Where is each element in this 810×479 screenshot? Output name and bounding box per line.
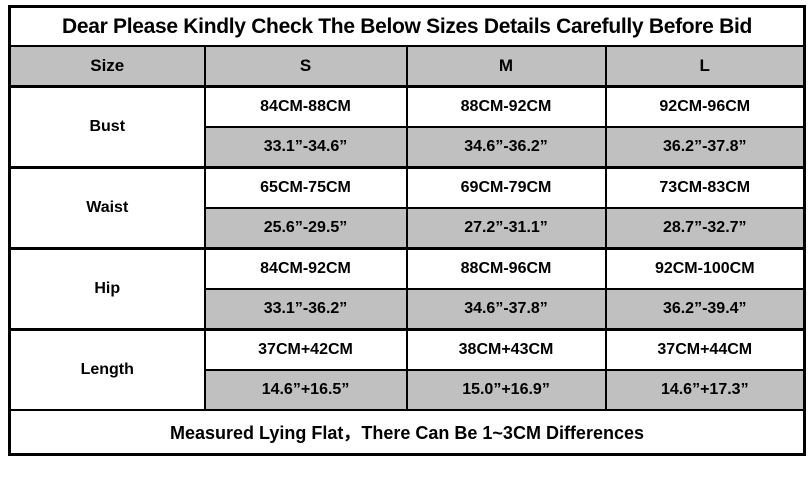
cell-length-cm-s: 37CM+42CM — [203, 328, 408, 371]
cell-hip-inch-l: 36.2”-39.4” — [604, 288, 806, 331]
cell-hip-inch-s: 33.1”-36.2” — [203, 288, 408, 331]
waist-cm-row: Waist 65CM-75CM 69CM-79CM 73CM-83CM — [8, 166, 806, 250]
row-label-bust: Bust — [8, 85, 206, 169]
cell-bust-inch-s: 33.1”-34.6” — [203, 126, 408, 169]
cell-bust-cm-l: 92CM-96CM — [604, 85, 806, 128]
chart-title: Dear Please Kindly Check The Below Sizes… — [8, 5, 806, 47]
cell-hip-cm-s: 84CM-92CM — [203, 247, 408, 290]
column-header-l: L — [604, 45, 806, 88]
cell-length-cm-l: 37CM+44CM — [604, 328, 806, 371]
cell-length-inch-m: 15.0”+16.9” — [405, 369, 607, 411]
cell-waist-cm-m: 69CM-79CM — [405, 166, 607, 209]
column-header-m: M — [405, 45, 607, 88]
cell-bust-cm-m: 88CM-92CM — [405, 85, 607, 128]
cell-waist-inch-l: 28.7”-32.7” — [604, 207, 806, 250]
cell-waist-inch-s: 25.6”-29.5” — [203, 207, 408, 250]
cell-waist-cm-s: 65CM-75CM — [203, 166, 408, 209]
size-chart-container: Dear Please Kindly Check The Below Sizes… — [8, 5, 806, 456]
footer-row: Measured Lying Flat，There Can Be 1~3CM D… — [8, 409, 806, 456]
cell-bust-cm-s: 84CM-88CM — [203, 85, 408, 128]
cell-hip-cm-m: 88CM-96CM — [405, 247, 607, 290]
cell-length-inch-l: 14.6”+17.3” — [604, 369, 806, 411]
column-header-s: S — [203, 45, 408, 88]
hip-cm-row: Hip 84CM-92CM 88CM-96CM 92CM-100CM — [8, 247, 806, 331]
column-header-size: Size — [8, 45, 206, 88]
row-label-waist: Waist — [8, 166, 206, 250]
length-inch-row: 14.6”+16.5” 15.0”+16.9” 14.6”+17.3” — [10, 369, 806, 411]
cell-length-inch-s: 14.6”+16.5” — [203, 369, 408, 411]
cell-bust-inch-m: 34.6”-36.2” — [405, 126, 607, 169]
cell-length-cm-m: 38CM+43CM — [405, 328, 607, 371]
cell-waist-inch-m: 27.2”-31.1” — [405, 207, 607, 250]
cell-bust-inch-l: 36.2”-37.8” — [604, 126, 806, 169]
cell-hip-inch-m: 34.6”-37.8” — [405, 288, 607, 331]
row-label-length: Length — [8, 328, 206, 411]
hip-inch-row: 33.1”-36.2” 34.6”-37.8” 36.2”-39.4” — [10, 288, 806, 331]
row-label-hip: Hip — [8, 247, 206, 331]
title-row: Dear Please Kindly Check The Below Sizes… — [8, 5, 806, 47]
bust-inch-row: 33.1”-34.6” 34.6”-36.2” 36.2”-37.8” — [10, 126, 806, 169]
header-row: Size S M L — [8, 45, 806, 88]
bust-cm-row: Bust 84CM-88CM 88CM-92CM 92CM-96CM — [8, 85, 806, 169]
cell-waist-cm-l: 73CM-83CM — [604, 166, 806, 209]
waist-inch-row: 25.6”-29.5” 27.2”-31.1” 28.7”-32.7” — [10, 207, 806, 250]
size-chart-table: Dear Please Kindly Check The Below Sizes… — [8, 5, 806, 456]
length-cm-row: Length 37CM+42CM 38CM+43CM 37CM+44CM — [8, 328, 806, 411]
measurement-note: Measured Lying Flat，There Can Be 1~3CM D… — [8, 409, 806, 456]
cell-hip-cm-l: 92CM-100CM — [604, 247, 806, 290]
